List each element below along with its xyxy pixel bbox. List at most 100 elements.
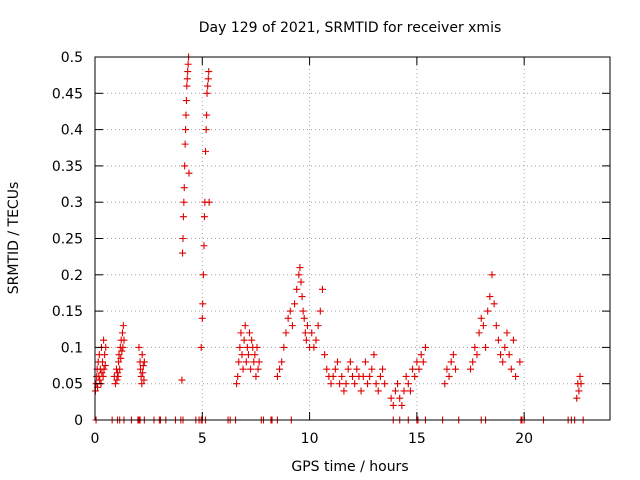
data-point (421, 343, 429, 351)
data-point (205, 198, 213, 206)
data-point (118, 347, 126, 355)
data-point (254, 365, 262, 373)
data-point (323, 365, 331, 373)
y-tick-label: 0.1 (61, 340, 83, 356)
data-point (246, 329, 253, 337)
data-point (239, 365, 247, 373)
data-point (471, 343, 479, 351)
data-point (351, 380, 359, 388)
data-point (333, 358, 341, 366)
data-point (178, 376, 186, 384)
data-point (316, 307, 324, 315)
data-point (236, 343, 244, 351)
data-point (181, 162, 189, 170)
data-point (251, 351, 259, 359)
data-point (114, 369, 122, 377)
data-point (473, 351, 481, 359)
x-tick-label: 10 (301, 431, 319, 447)
data-point (247, 365, 255, 373)
x-tick-label: 15 (408, 431, 426, 447)
data-point (184, 68, 192, 76)
data-point (505, 351, 513, 359)
data-point (198, 314, 206, 322)
data-point (202, 126, 210, 134)
data-point (140, 376, 148, 384)
data-point (182, 97, 190, 105)
data-point (102, 343, 110, 351)
data-point (185, 169, 193, 177)
data-point (114, 372, 122, 380)
data-point (419, 358, 427, 366)
data-point (300, 314, 308, 322)
data-point (180, 198, 188, 206)
data-point (115, 358, 123, 366)
chart-title: Day 129 of 2021, SRMTID for receiver xmi… (199, 20, 502, 36)
data-point (99, 358, 107, 366)
x-tick-label: 20 (515, 431, 533, 447)
data-point (318, 285, 326, 293)
data-point (291, 300, 299, 308)
data-point (310, 343, 318, 351)
data-point (488, 271, 496, 279)
data-point (180, 184, 188, 192)
data-point (398, 401, 406, 409)
data-point (120, 336, 128, 344)
y-tick-label: 0.2 (61, 268, 83, 284)
data-point (484, 307, 492, 315)
data-point (494, 336, 502, 344)
data-point (181, 140, 189, 148)
data-point (179, 235, 187, 242)
data-point (503, 329, 511, 337)
data-point (135, 343, 143, 351)
data-point (273, 372, 281, 380)
x-tick-label: 5 (198, 431, 207, 447)
data-point (276, 365, 284, 373)
data-point (235, 358, 243, 366)
data-point (119, 343, 127, 351)
data-point (396, 394, 404, 402)
data-point (381, 380, 389, 388)
data-point (296, 264, 304, 272)
data-point (443, 365, 451, 373)
data-point (238, 351, 246, 359)
data-point (302, 336, 310, 344)
data-point (509, 336, 517, 344)
data-point (203, 89, 211, 97)
data-point (497, 351, 505, 359)
data-point (244, 351, 252, 359)
data-point (370, 351, 378, 359)
data-point (353, 365, 361, 373)
data-point (298, 293, 306, 301)
y-tick-label: 0 (74, 413, 83, 429)
data-point (233, 380, 241, 388)
data-point (288, 322, 296, 330)
data-point (100, 336, 108, 344)
data-point (118, 329, 126, 337)
axis-ticks (94, 56, 610, 421)
data-point (406, 387, 414, 395)
data-point (203, 111, 211, 119)
data-point (340, 387, 348, 395)
data-point (441, 380, 449, 388)
data-point (96, 376, 104, 384)
data-point (140, 358, 148, 366)
data-point (389, 401, 397, 409)
data-point (573, 394, 581, 402)
data-point (499, 358, 507, 366)
data-point (248, 336, 256, 344)
data-point (452, 365, 459, 373)
data-point (415, 365, 423, 373)
data-point (308, 329, 316, 337)
data-point (297, 278, 305, 286)
data-point (342, 380, 350, 388)
data-point (101, 362, 109, 370)
data-point (387, 394, 395, 402)
data-point (200, 213, 208, 221)
data-point (417, 351, 425, 359)
data-point (314, 322, 322, 330)
data-point (391, 387, 399, 395)
data-point (282, 329, 290, 337)
y-tick-label: 0.5 (61, 50, 83, 66)
y-tick-label: 0.35 (52, 159, 83, 175)
data-point (200, 242, 208, 250)
